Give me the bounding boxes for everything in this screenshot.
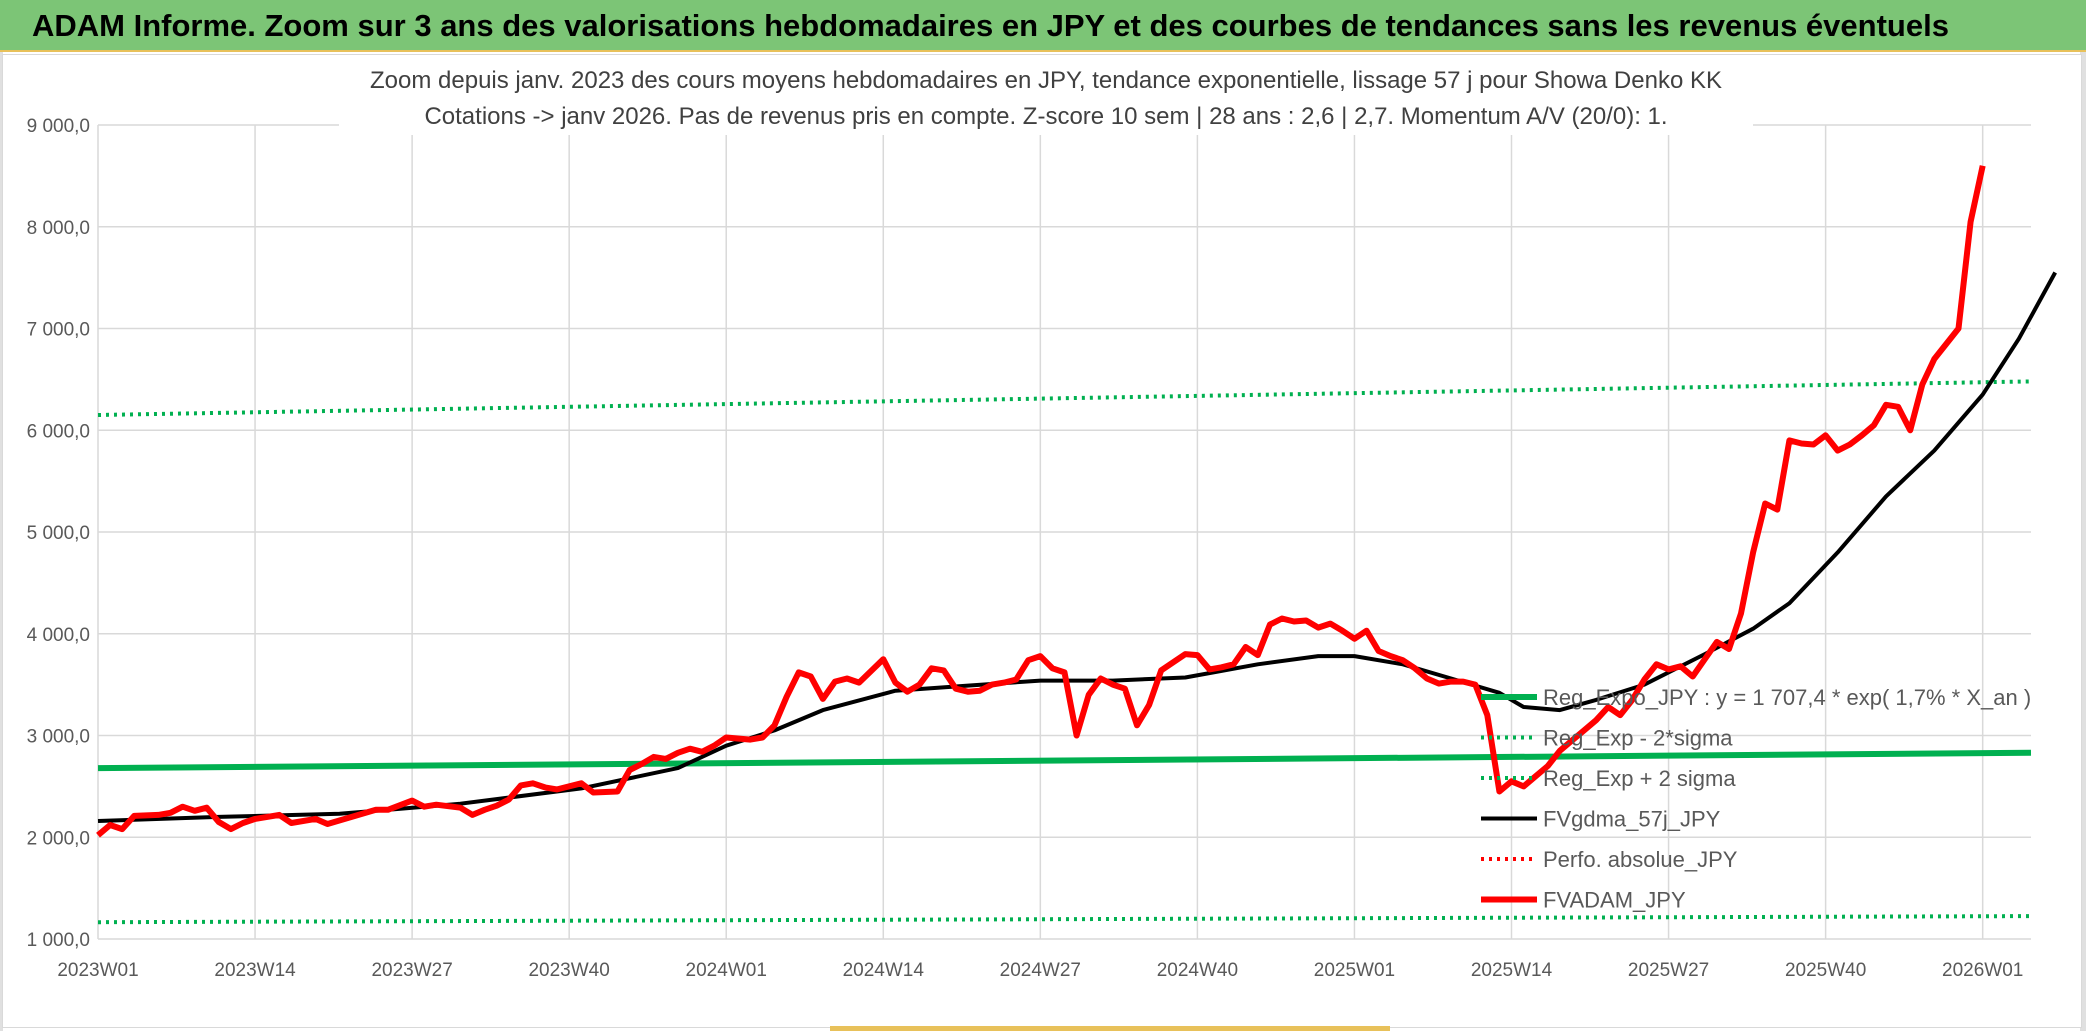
y-tick-label: 8 000,0 <box>27 218 90 239</box>
y-tick-label: 5 000,0 <box>27 523 90 544</box>
y-tick-label: 1 000,0 <box>27 930 90 951</box>
line-chart: 1 000,0 2 000,0 3 000,0 4 000,0 5 000,0 6 000… <box>27 59 2057 981</box>
chart-title-line1: Zoom depuis janv. 2023 des cours moyens … <box>370 67 1722 94</box>
x-tick-label: 2024W40 <box>1157 960 1238 981</box>
x-tick-label: 2025W14 <box>1471 960 1553 981</box>
x-tick-label: 2025W40 <box>1785 960 1866 981</box>
chart-title-block: Zoom depuis janv. 2023 des cours moyens … <box>339 59 1753 135</box>
y-tick-label: 7 000,0 <box>27 320 90 341</box>
y-tick-label: 3 000,0 <box>27 727 90 748</box>
x-tick-label: 2024W27 <box>1000 960 1081 981</box>
x-tick-label: 2023W27 <box>371 960 452 981</box>
x-tick-label: 2023W14 <box>214 960 296 981</box>
y-tick-label: 2 000,0 <box>27 828 90 849</box>
chart-title-line2: Cotations -> janv 2026. Pas de revenus p… <box>424 103 1667 130</box>
series-reg_minus-line <box>97 914 2032 925</box>
right-border <box>2080 52 2086 1031</box>
bottom-accent <box>830 1026 1390 1031</box>
axes: 1 000,0 2 000,0 3 000,0 4 000,0 5 000,0 6 000… <box>27 116 2024 981</box>
y-tick-label: 6 000,0 <box>27 421 90 442</box>
legend-label-perfo: Perfo. absolue_JPY <box>1543 847 1738 872</box>
y-tick-label: 4 000,0 <box>27 625 90 646</box>
series-layer <box>96 165 2057 925</box>
report-title: ADAM Informe. Zoom sur 3 ans des valoris… <box>32 8 1949 43</box>
x-tick-label: 2025W01 <box>1314 960 1395 981</box>
x-tick-label: 2024W14 <box>843 960 925 981</box>
legend-label-reg_expo: Reg_Expo_JPY : y = 1 707,4 * exp( 1,7% *… <box>1543 685 2031 710</box>
series-reg_expo-line <box>97 749 2032 772</box>
legend-label-reg_minus: Reg_Exp - 2*sigma <box>1543 726 1733 751</box>
x-tick-label: 2025W27 <box>1628 960 1709 981</box>
x-tick-label: 2024W01 <box>686 960 767 981</box>
legend-label-fvgdma: FVgdma_57j_JPY <box>1543 807 1721 832</box>
report-banner: ADAM Informe. Zoom sur 3 ans des valoris… <box>0 0 2086 52</box>
series-reg_plus-line <box>97 379 2032 417</box>
series-fvgdma-line <box>97 271 2057 823</box>
x-tick-label: 2023W01 <box>57 960 138 981</box>
chart-frame: 1 000,0 2 000,0 3 000,0 4 000,0 5 000,0 6 000… <box>2 54 2082 1028</box>
grid <box>97 124 2031 940</box>
x-tick-label: 2026W01 <box>1942 960 2023 981</box>
x-tick-label: 2023W40 <box>528 960 609 981</box>
legend-label-reg_plus: Reg_Exp + 2 sigma <box>1543 766 1736 791</box>
left-border <box>0 52 3 1031</box>
chart-title-background <box>339 59 1753 135</box>
legend: Reg_Expo_JPY : y = 1 707,4 * exp( 1,7% *… <box>1481 685 2031 913</box>
series-fvadam-line <box>96 165 1986 838</box>
legend-label-fvadam: FVADAM_JPY <box>1543 888 1686 913</box>
y-tick-label: 9 000,0 <box>27 116 90 137</box>
